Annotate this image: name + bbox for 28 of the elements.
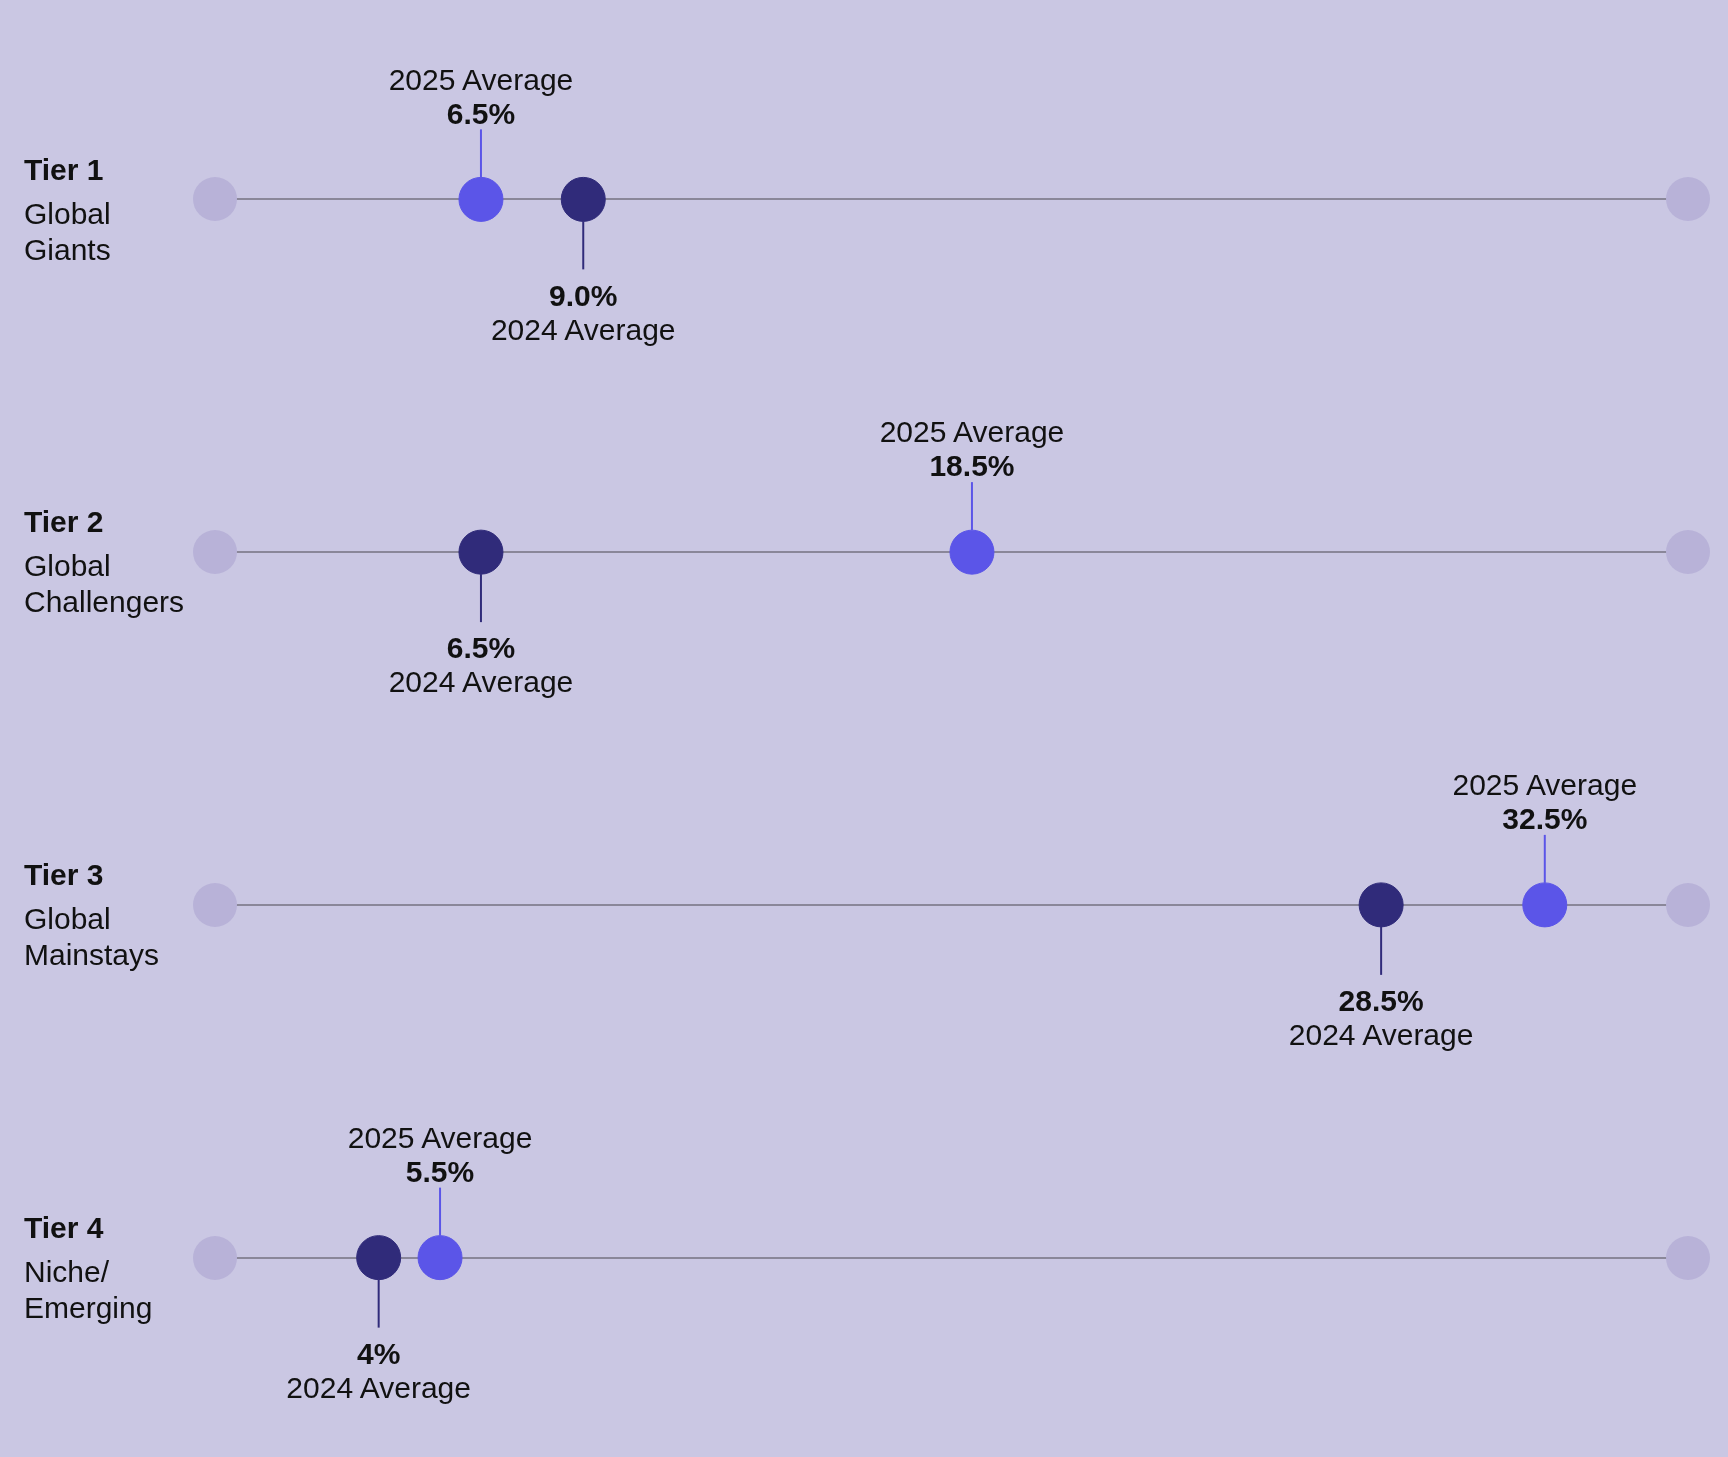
data-label: 4% xyxy=(356,1336,401,1370)
point xyxy=(356,1235,402,1281)
text: 2024 Average xyxy=(490,312,676,346)
point xyxy=(1522,882,1568,928)
data-label: 6.5% xyxy=(446,96,516,130)
point xyxy=(458,529,504,575)
point xyxy=(458,176,504,222)
text: 2024 Average xyxy=(1288,1018,1474,1052)
point xyxy=(417,1235,463,1281)
text: 2024 Average xyxy=(388,665,574,699)
point xyxy=(560,176,606,222)
y-tick-label: Tier 2 Global Challengers xyxy=(24,505,185,619)
y-tick-label: Tier 1 Global Giants xyxy=(24,152,111,266)
text: 2025 Average xyxy=(388,62,574,96)
data-label: 28.5% xyxy=(1338,984,1424,1018)
data-label: 6.5% xyxy=(446,631,516,665)
point xyxy=(949,529,995,575)
data-label: 32.5% xyxy=(1502,802,1588,836)
data-label: 18.5% xyxy=(929,449,1015,483)
y-tick-label: Tier 3 Global Mainstays xyxy=(24,858,160,972)
text: 2025 Average xyxy=(879,415,1065,449)
text: 2025 Average xyxy=(347,1120,533,1154)
data-label: 9.0% xyxy=(549,278,618,312)
data-label: 5.5% xyxy=(405,1154,475,1188)
text: 2025 Average xyxy=(1452,768,1638,802)
text: 2024 Average xyxy=(286,1370,471,1404)
y-tick-label: Tier 4 Niche/ Emerging xyxy=(24,1210,153,1324)
point xyxy=(1358,882,1404,928)
